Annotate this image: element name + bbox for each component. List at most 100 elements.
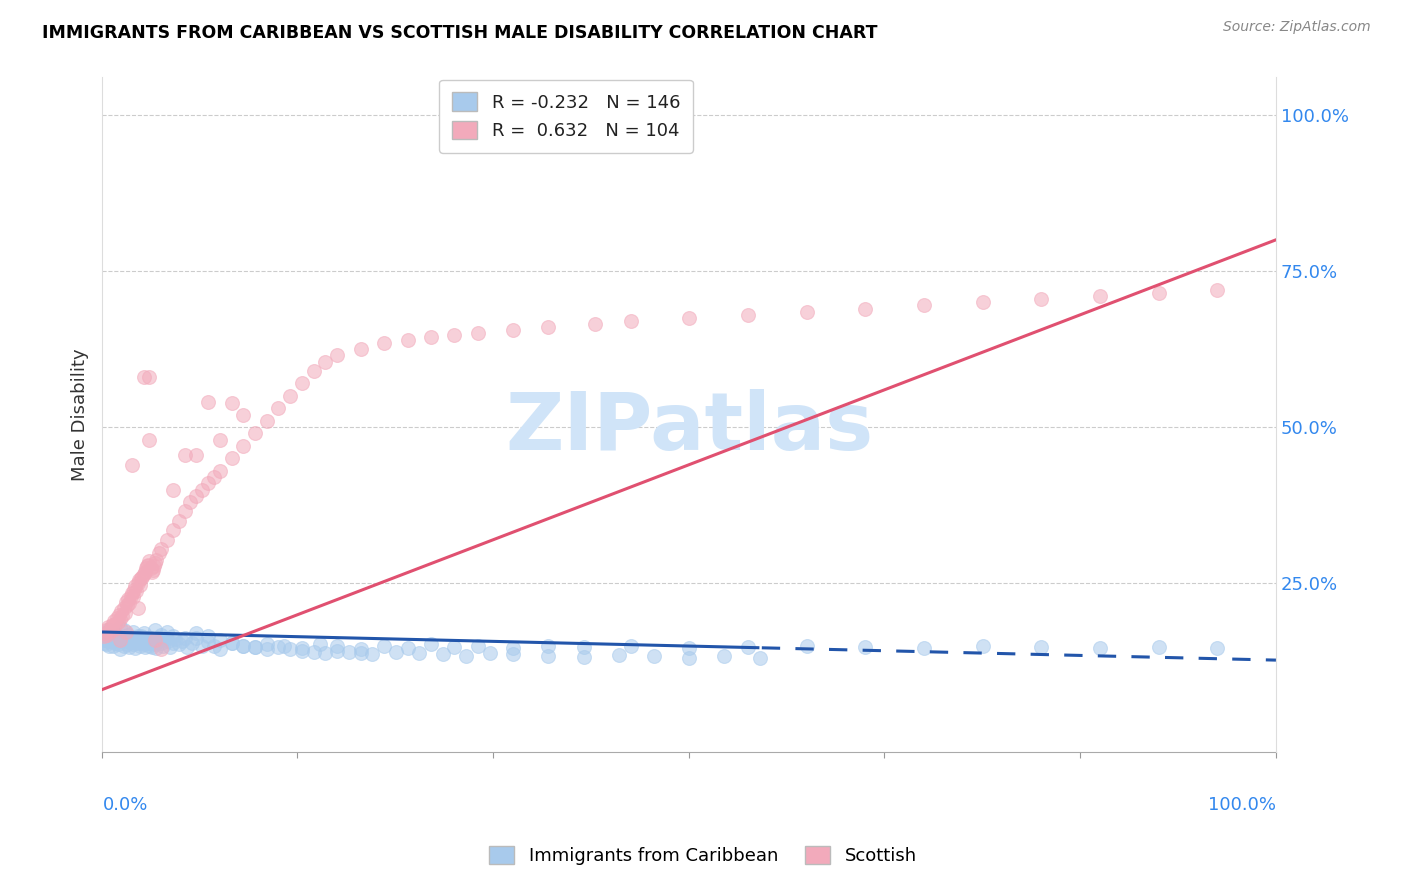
Point	[165, 632, 187, 646]
Point	[145, 552, 167, 566]
Point	[349, 342, 371, 356]
Point	[737, 640, 759, 654]
Point	[256, 641, 278, 656]
Point	[737, 308, 759, 322]
Point	[138, 370, 160, 384]
Point	[180, 635, 202, 649]
Point	[197, 476, 219, 491]
Point	[143, 632, 166, 647]
Point	[127, 601, 149, 615]
Point	[103, 614, 125, 628]
Point	[142, 635, 165, 649]
Point	[467, 639, 489, 653]
Y-axis label: Male Disability: Male Disability	[72, 349, 89, 481]
Point	[713, 649, 735, 664]
Point	[110, 604, 132, 618]
Point	[124, 640, 146, 655]
Point	[105, 627, 128, 641]
Point	[208, 641, 231, 656]
Point	[148, 633, 170, 648]
Point	[314, 354, 336, 368]
Point	[221, 635, 243, 649]
Point	[156, 533, 179, 547]
Point	[176, 640, 198, 654]
Point	[138, 639, 160, 653]
Point	[173, 448, 195, 462]
Point	[326, 640, 349, 654]
Point	[537, 648, 560, 663]
Point	[267, 640, 290, 654]
Point	[98, 639, 121, 653]
Point	[1088, 289, 1111, 303]
Point	[125, 632, 148, 646]
Point	[101, 623, 124, 637]
Point	[420, 329, 443, 343]
Point	[173, 631, 195, 645]
Point	[221, 396, 243, 410]
Point	[143, 632, 166, 647]
Point	[98, 625, 121, 640]
Point	[202, 470, 225, 484]
Point	[912, 298, 935, 312]
Point	[97, 620, 120, 634]
Point	[138, 433, 160, 447]
Point	[208, 433, 231, 447]
Point	[162, 483, 184, 497]
Point	[112, 639, 135, 653]
Point	[94, 623, 117, 637]
Point	[243, 640, 266, 654]
Point	[96, 627, 118, 641]
Point	[142, 563, 165, 577]
Point	[94, 632, 117, 647]
Point	[191, 640, 214, 654]
Point	[111, 634, 134, 648]
Point	[115, 595, 138, 609]
Point	[1206, 283, 1229, 297]
Point	[136, 635, 159, 649]
Legend: Immigrants from Caribbean, Scottish: Immigrants from Caribbean, Scottish	[482, 838, 924, 872]
Point	[128, 632, 150, 647]
Point	[1031, 292, 1053, 306]
Point	[607, 648, 630, 662]
Point	[572, 640, 595, 654]
Point	[117, 627, 139, 641]
Point	[108, 620, 131, 634]
Point	[302, 645, 325, 659]
Point	[114, 606, 136, 620]
Point	[148, 546, 170, 560]
Point	[678, 310, 700, 325]
Point	[134, 565, 156, 579]
Point	[853, 301, 876, 316]
Point	[572, 650, 595, 665]
Point	[103, 631, 125, 645]
Point	[108, 641, 131, 656]
Point	[537, 320, 560, 334]
Point	[256, 414, 278, 428]
Point	[157, 634, 180, 648]
Point	[326, 348, 349, 362]
Point	[129, 639, 152, 653]
Point	[138, 554, 160, 568]
Point	[146, 632, 169, 646]
Point	[107, 638, 129, 652]
Point	[145, 640, 167, 655]
Point	[396, 640, 419, 655]
Point	[138, 631, 160, 645]
Text: IMMIGRANTS FROM CARIBBEAN VS SCOTTISH MALE DISABILITY CORRELATION CHART: IMMIGRANTS FROM CARIBBEAN VS SCOTTISH MA…	[42, 24, 877, 42]
Point	[167, 514, 190, 528]
Point	[186, 632, 208, 646]
Point	[267, 401, 290, 416]
Point	[159, 640, 181, 654]
Point	[115, 598, 138, 612]
Point	[537, 640, 560, 654]
Point	[796, 304, 818, 318]
Point	[197, 395, 219, 409]
Point	[143, 557, 166, 571]
Point	[1206, 640, 1229, 655]
Point	[115, 625, 138, 640]
Point	[278, 389, 301, 403]
Point	[796, 639, 818, 653]
Point	[349, 641, 371, 656]
Point	[121, 635, 143, 649]
Point	[972, 640, 994, 654]
